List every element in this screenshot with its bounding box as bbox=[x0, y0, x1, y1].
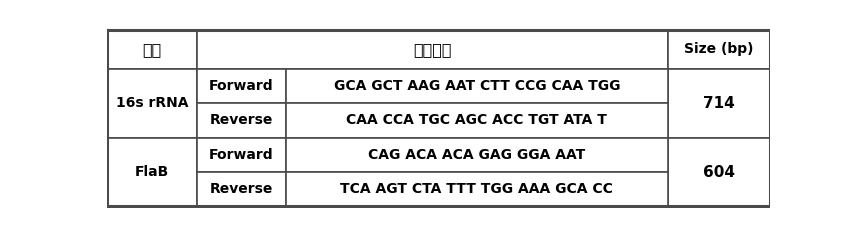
Text: CAG ACA ACA GAG GGA AAT: CAG ACA ACA GAG GGA AAT bbox=[368, 148, 586, 162]
Text: 714: 714 bbox=[703, 96, 734, 111]
Bar bbox=[668, 69, 770, 138]
Bar bbox=[668, 138, 770, 206]
Bar bbox=[197, 138, 286, 172]
Text: Size (bp): Size (bp) bbox=[684, 42, 754, 56]
Text: TCA AGT CTA TTT TGG AAA GCA CC: TCA AGT CTA TTT TGG AAA GCA CC bbox=[341, 182, 613, 196]
Bar bbox=[286, 172, 668, 206]
Bar bbox=[107, 69, 197, 138]
Text: Forward: Forward bbox=[209, 148, 274, 162]
Text: Reverse: Reverse bbox=[210, 113, 273, 127]
Text: 16s rRNA: 16s rRNA bbox=[116, 96, 188, 110]
Bar bbox=[197, 103, 286, 138]
Bar bbox=[286, 69, 668, 103]
Text: Reverse: Reverse bbox=[210, 182, 273, 196]
Text: CAA CCA TGC AGC ACC TGT ATA T: CAA CCA TGC AGC ACC TGT ATA T bbox=[347, 113, 607, 127]
Text: FlaB: FlaB bbox=[134, 165, 169, 179]
Bar bbox=[197, 69, 286, 103]
Bar bbox=[668, 30, 770, 69]
Bar bbox=[107, 30, 197, 69]
Bar bbox=[197, 172, 286, 206]
Bar bbox=[197, 30, 668, 69]
Bar bbox=[107, 138, 197, 206]
Text: 염기서열: 염기서열 bbox=[413, 42, 451, 57]
Text: 구분: 구분 bbox=[142, 42, 162, 57]
Text: Forward: Forward bbox=[209, 79, 274, 93]
Text: GCA GCT AAG AAT CTT CCG CAA TGG: GCA GCT AAG AAT CTT CCG CAA TGG bbox=[334, 79, 620, 93]
Bar bbox=[286, 103, 668, 138]
Text: 604: 604 bbox=[703, 165, 735, 179]
Bar bbox=[286, 138, 668, 172]
